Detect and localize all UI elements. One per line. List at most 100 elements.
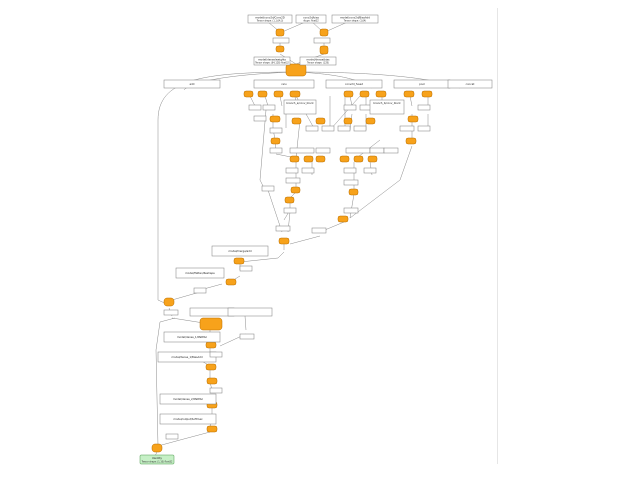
op-node[interactable]: [233, 257, 245, 265]
tensor-node[interactable]: [163, 309, 179, 316]
op-node[interactable]: [257, 90, 268, 98]
tensor-node[interactable]: [285, 177, 301, 184]
lower-node-1[interactable]: model/flatten/Reshape: [175, 267, 225, 279]
op-node[interactable]: [151, 443, 163, 453]
tensor-node[interactable]: [315, 147, 331, 154]
tensor-node[interactable]: [343, 104, 357, 111]
tensor-node[interactable]: [209, 351, 223, 358]
op-node[interactable]: [359, 90, 370, 98]
tensor-node-wide[interactable]: [227, 307, 273, 317]
tensor-node[interactable]: [343, 207, 359, 214]
op-node[interactable]: [343, 117, 353, 125]
lower-node-5[interactable]: model/output/Softmax: [159, 413, 217, 425]
tensor-node[interactable]: [383, 147, 399, 154]
op-node[interactable]: [205, 363, 217, 371]
op-node[interactable]: [291, 117, 302, 125]
op-node[interactable]: [275, 45, 285, 53]
output-node[interactable]: Identity Tensor shape: (1,10) float32: [139, 454, 175, 465]
op-node[interactable]: [225, 278, 237, 286]
op-node[interactable]: [319, 45, 329, 55]
op-node[interactable]: [269, 115, 281, 123]
op-node[interactable]: [163, 297, 175, 307]
tensor-node[interactable]: [363, 167, 377, 174]
tensor-node[interactable]: [289, 147, 315, 154]
op-node[interactable]: [273, 90, 284, 98]
tensor-node[interactable]: [269, 127, 283, 134]
op-node[interactable]: [289, 155, 300, 163]
merge-node[interactable]: model/merge/add: [211, 245, 269, 257]
tensor-node[interactable]: [209, 387, 223, 394]
op-node[interactable]: [206, 377, 218, 385]
block-header[interactable]: [163, 79, 221, 89]
tensor-node[interactable]: [165, 433, 179, 440]
op-node[interactable]: [289, 90, 301, 98]
op-node[interactable]: [405, 137, 417, 145]
lower-node-4[interactable]: model/dense_2/MatMul: [159, 393, 217, 405]
input-node-2[interactable]: conv2d/bias dtype: float32: [295, 14, 327, 24]
op-node[interactable]: [278, 237, 290, 245]
lower-node-2[interactable]: model/dense_1/MatMul: [163, 331, 221, 343]
op-node-block[interactable]: [285, 63, 307, 77]
tensor-node[interactable]: [301, 167, 315, 174]
tensor-node[interactable]: [261, 185, 275, 192]
input-node-1[interactable]: model/conv2d/Conv2D Tensor shape: (1,1,6…: [247, 14, 293, 24]
op-node[interactable]: [337, 215, 349, 223]
tensor-node[interactable]: [248, 104, 262, 111]
tensor-node[interactable]: [239, 265, 253, 272]
tensor-node[interactable]: [345, 147, 371, 154]
tensor-node[interactable]: [369, 147, 385, 154]
op-node[interactable]: [205, 341, 217, 349]
op-node[interactable]: [206, 425, 218, 433]
op-node[interactable]: [315, 155, 326, 163]
op-node[interactable]: [339, 155, 350, 163]
op-node[interactable]: [284, 196, 295, 204]
tensor-node[interactable]: [283, 207, 297, 214]
tensor-node-wide[interactable]: [189, 307, 235, 317]
block-header[interactable]: [253, 79, 315, 89]
op-node[interactable]: [421, 90, 433, 98]
block-header[interactable]: [447, 79, 493, 89]
params-left-node[interactable]: model/dense/weights Tensor shape: (64,12…: [253, 56, 291, 66]
op-node[interactable]: [319, 28, 329, 37]
op-node[interactable]: [270, 137, 281, 145]
tensor-node[interactable]: [275, 225, 291, 232]
tensor-node[interactable]: [343, 167, 357, 174]
tensor-node[interactable]: [353, 125, 367, 132]
tensor-node[interactable]: [272, 37, 290, 44]
params-right-node[interactable]: model/dense/bias Tensor shape: (128): [299, 56, 337, 66]
tensor-node[interactable]: [343, 179, 359, 186]
op-node[interactable]: [315, 117, 326, 125]
op-node[interactable]: [353, 155, 364, 163]
tensor-node[interactable]: [285, 167, 299, 174]
op-node[interactable]: [407, 115, 419, 123]
op-node[interactable]: [403, 90, 415, 98]
op-node[interactable]: [343, 90, 354, 98]
op-node[interactable]: [243, 90, 254, 98]
op-node[interactable]: [367, 155, 378, 163]
input-node-3[interactable]: model/conv2d/BiasAdd Tensor shape: (1,64…: [331, 14, 379, 24]
tensor-node[interactable]: [313, 37, 331, 44]
lower-node-3[interactable]: model/dense_1/BiasAdd: [157, 351, 217, 363]
tensor-node[interactable]: [321, 125, 335, 132]
branch-left-node[interactable]: branch_a/conv_block: [283, 99, 317, 115]
tensor-node[interactable]: [253, 115, 267, 122]
op-node[interactable]: [365, 117, 376, 125]
tensor-node[interactable]: [269, 147, 283, 154]
op-node[interactable]: [275, 28, 285, 37]
branch-right-node[interactable]: branch_b/conv_block: [369, 99, 405, 115]
tensor-node[interactable]: [239, 333, 255, 340]
op-node[interactable]: [290, 186, 301, 194]
block-header[interactable]: [325, 79, 383, 89]
tensor-node[interactable]: [262, 104, 276, 111]
tensor-node[interactable]: [305, 125, 319, 132]
tensor-node[interactable]: [417, 125, 431, 132]
tensor-node[interactable]: [399, 125, 415, 132]
tensor-node[interactable]: [417, 104, 431, 111]
tensor-node[interactable]: [311, 227, 327, 234]
op-node[interactable]: [375, 90, 387, 98]
tensor-node[interactable]: [193, 287, 207, 294]
op-node-block[interactable]: [199, 317, 223, 331]
op-node[interactable]: [348, 188, 359, 196]
op-node[interactable]: [303, 155, 314, 163]
tensor-node[interactable]: [337, 125, 351, 132]
